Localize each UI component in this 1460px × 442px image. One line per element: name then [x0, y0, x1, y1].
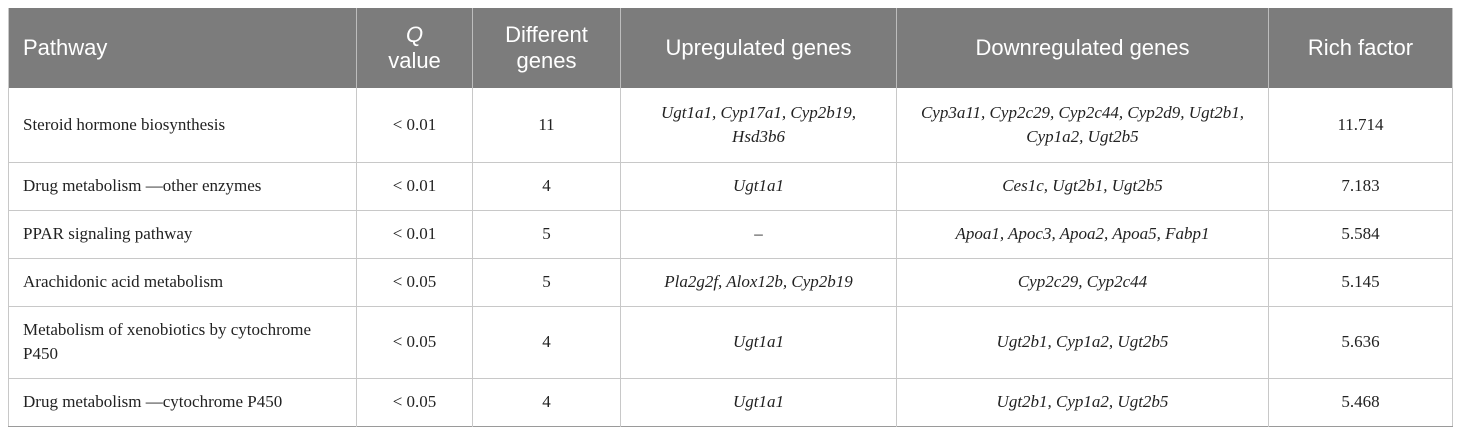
cell-q-value: < 0.05: [356, 258, 473, 306]
table-row: Arachidonic acid metabolism < 0.05 5 Pla…: [8, 258, 1453, 306]
cell-downregulated-genes: Ugt2b1, Cyp1a2, Ugt2b5: [896, 378, 1269, 426]
cell-pathway: Metabolism of xenobiotics by cytochrome …: [23, 320, 311, 363]
cell-q-value: < 0.05: [356, 306, 473, 378]
cell-rich-factor: 5.584: [1268, 210, 1453, 258]
cell-different-genes: 4: [472, 378, 621, 426]
cell-different-genes: 4: [472, 306, 621, 378]
cell-q-value: < 0.01: [356, 162, 473, 210]
cell-upregulated-genes: Ugt1a1: [620, 378, 897, 426]
cell-pathway: Drug metabolism —other enzymes: [23, 176, 262, 195]
cell-pathway: Steroid hormone biosynthesis: [23, 114, 226, 134]
table-container: Pathway Q value Different genes Upregula…: [8, 8, 1453, 427]
cell-downregulated-genes: Ugt2b1, Cyp1a2, Ugt2b5: [896, 306, 1269, 378]
pathway-table: Pathway Q value Different genes Upregula…: [8, 8, 1453, 427]
header-different-genes: Different genes: [472, 8, 621, 88]
cell-downregulated-genes: Apoa1, Apoc3, Apoa2, Apoa5, Fabp1: [896, 210, 1269, 258]
header-downregulated-genes: Downregulated genes: [896, 8, 1269, 88]
header-q-value: Q value: [356, 8, 473, 88]
cell-pathway: Arachidonic acid metabolism: [23, 272, 224, 291]
cell-rich-factor: 5.636: [1268, 306, 1453, 378]
table-row: PPAR signaling pathway < 0.01 5 – Apoa1,…: [8, 210, 1453, 258]
cell-rich-factor: 5.468: [1268, 378, 1453, 426]
cell-q-value: < 0.01: [356, 210, 473, 258]
header-upregulated-genes: Upregulated genes: [620, 8, 897, 88]
cell-pathway: PPAR signaling pathway: [23, 224, 193, 243]
cell-different-genes: 11: [472, 88, 621, 162]
header-q-letter: Q: [405, 22, 424, 47]
cell-q-value: < 0.01: [356, 88, 473, 162]
cell-upregulated-genes: Ugt1a1: [620, 306, 897, 378]
cell-rich-factor: 11.714: [1268, 88, 1453, 162]
table-row: Drug metabolism —other enzymes < 0.01 4 …: [8, 162, 1453, 210]
cell-different-genes: 4: [472, 162, 621, 210]
header-q-word: value: [388, 48, 441, 73]
cell-upregulated-genes: Ugt1a1, Cyp17a1, Cyp2b19, Hsd3b6: [620, 88, 897, 162]
cell-upregulated-genes: Ugt1a1: [620, 162, 897, 210]
cell-different-genes: 5: [472, 258, 621, 306]
cell-upregulated-genes: Pla2g2f, Alox12b, Cyp2b19: [620, 258, 897, 306]
cell-different-genes: 5: [472, 210, 621, 258]
table-row: Metabolism of xenobiotics by cytochrome …: [8, 306, 1453, 378]
table-row: Drug metabolism —cytochrome P450 < 0.05 …: [8, 378, 1453, 426]
cell-pathway: Drug metabolism —cytochrome P450: [23, 392, 283, 411]
header-row: Pathway Q value Different genes Upregula…: [8, 8, 1453, 88]
cell-downregulated-genes: Cyp3a11, Cyp2c29, Cyp2c44, Cyp2d9, Ugt2b…: [896, 88, 1269, 162]
cell-downregulated-genes: Cyp2c29, Cyp2c44: [896, 258, 1269, 306]
cell-rich-factor: 7.183: [1268, 162, 1453, 210]
cell-downregulated-genes: Ces1c, Ugt2b1, Ugt2b5: [896, 162, 1269, 210]
cell-q-value: < 0.05: [356, 378, 473, 426]
header-rich-factor: Rich factor: [1268, 8, 1453, 88]
cell-upregulated-genes: –: [620, 210, 897, 258]
header-pathway: Pathway: [23, 35, 108, 60]
table-row: Steroid hormone biosynthesis < 0.01 11 U…: [8, 88, 1453, 162]
cell-rich-factor: 5.145: [1268, 258, 1453, 306]
